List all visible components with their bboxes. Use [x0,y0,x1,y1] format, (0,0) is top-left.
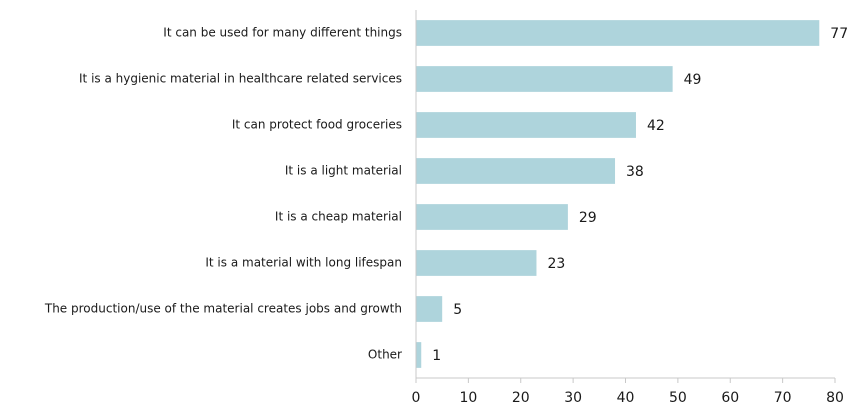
x-tick-label-3: 30 [564,390,582,406]
bar-1 [416,66,673,92]
category-label-3: It is a light material [285,164,402,178]
x-tick-label-2: 20 [512,390,530,406]
bar-6 [416,296,443,322]
value-label-6: 5 [453,302,462,318]
category-label-0: It can be used for many different things [163,26,402,40]
value-labels-group: 77 49 42 38 29 23 5 1 [432,26,847,364]
x-tick-label-8: 80 [826,390,844,406]
x-ticks-group: 0 10 20 30 40 50 60 70 80 [412,378,844,406]
x-tick-label-6: 60 [721,390,739,406]
category-label-1: It is a hygienic material in healthcare … [79,72,402,86]
category-label-7: Other [368,348,402,362]
x-tick-label-0: 0 [412,390,421,406]
bar-3 [416,158,616,184]
value-label-7: 1 [432,348,441,364]
category-label-6: The production/use of the material creat… [44,302,402,316]
category-labels-group: It can be used for many different things… [44,26,402,362]
bar-2 [416,112,636,138]
x-tick-label-4: 40 [617,390,635,406]
x-tick-label-1: 10 [459,390,477,406]
bar-7 [416,342,422,368]
bar-5 [416,250,537,276]
bars-group [416,20,820,368]
category-label-5: It is a material with long lifespan [205,256,402,270]
category-label-2: It can protect food groceries [232,118,402,132]
value-label-1: 49 [684,72,702,88]
value-label-0: 77 [830,26,847,42]
category-label-4: It is a cheap material [275,210,402,224]
bar-4 [416,204,568,230]
value-label-2: 42 [647,118,665,134]
value-label-4: 29 [579,210,597,226]
value-label-5: 23 [547,256,565,272]
value-label-3: 38 [626,164,644,180]
bar-0 [416,20,820,46]
x-tick-label-7: 70 [774,390,792,406]
x-tick-label-5: 50 [669,390,687,406]
